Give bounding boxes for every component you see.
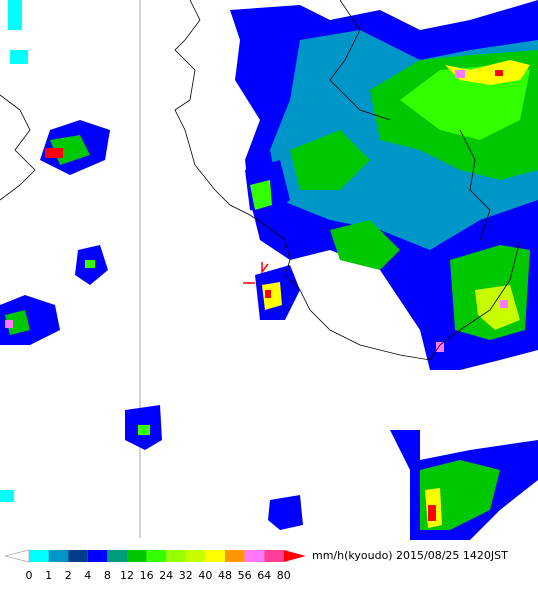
legend-swatch <box>166 550 186 562</box>
legend-unit: mm/h(kyoudo) <box>312 549 393 562</box>
rain-echo <box>495 70 503 76</box>
legend-below-arrow <box>4 549 30 563</box>
legend: mm/h(kyoudo) 2015/08/25 1420JST 0 1 2 4 8 12 1… <box>4 549 508 582</box>
coastline <box>329 0 391 121</box>
legend-swatch <box>48 550 69 562</box>
rain-echo <box>500 300 508 308</box>
legend-level-label: 8 <box>104 569 111 582</box>
legend-level-label: 56 <box>238 569 252 582</box>
rain-echo <box>138 425 150 435</box>
rain-echo <box>262 282 282 310</box>
legend-swatch <box>264 550 284 562</box>
legend-swatch <box>205 550 225 562</box>
rain-echo <box>436 342 444 352</box>
rain-echo <box>455 70 465 78</box>
coastline <box>0 0 521 361</box>
legend-swatch <box>225 550 245 562</box>
legend-level-label: 1 <box>45 569 52 582</box>
legend-level-label: 12 <box>120 569 134 582</box>
marker <box>261 262 269 275</box>
rain-echo <box>5 310 30 335</box>
legend-level-label: 32 <box>179 569 193 582</box>
legend-swatch <box>107 550 127 562</box>
rain-echo <box>0 490 14 502</box>
rain-echo <box>290 130 370 190</box>
legend-swatch <box>68 550 88 562</box>
legend-level-label: 48 <box>218 569 232 582</box>
rain-echo <box>45 148 63 158</box>
coastline <box>174 0 521 361</box>
legend-level-label: 64 <box>257 569 271 582</box>
rain-echo <box>85 260 95 268</box>
legend-level-label: 16 <box>140 569 154 582</box>
rain-echoes <box>0 0 538 540</box>
legend-swatch <box>87 550 108 562</box>
legend-level-label: 24 <box>159 569 173 582</box>
rain-echo <box>475 285 520 330</box>
rain-echo <box>445 60 530 85</box>
legend-level-label: 4 <box>84 569 91 582</box>
timestamp: 2015/08/25 1420JST <box>396 549 508 562</box>
rain-echo <box>330 220 400 270</box>
legend-level-label: 2 <box>65 569 72 582</box>
rain-echo <box>10 50 28 64</box>
rain-echo <box>428 505 436 521</box>
legend-swatch <box>146 550 167 562</box>
rain-echo <box>268 495 303 530</box>
rain-echo <box>5 320 13 328</box>
rain-echo <box>250 180 272 210</box>
legend-level-label: 80 <box>277 569 291 582</box>
legend-swatch <box>244 550 265 562</box>
legend-swatch <box>127 550 147 562</box>
legend-level-label: 40 <box>198 569 212 582</box>
legend-level-label: 0 <box>26 569 33 582</box>
rain-echo <box>265 290 271 298</box>
legend-swatch <box>29 550 49 562</box>
coastline <box>459 129 491 241</box>
legend-above-arrow <box>283 550 306 562</box>
legend-swatch <box>185 550 206 562</box>
rain-echo <box>8 0 22 30</box>
coastline <box>0 94 36 201</box>
